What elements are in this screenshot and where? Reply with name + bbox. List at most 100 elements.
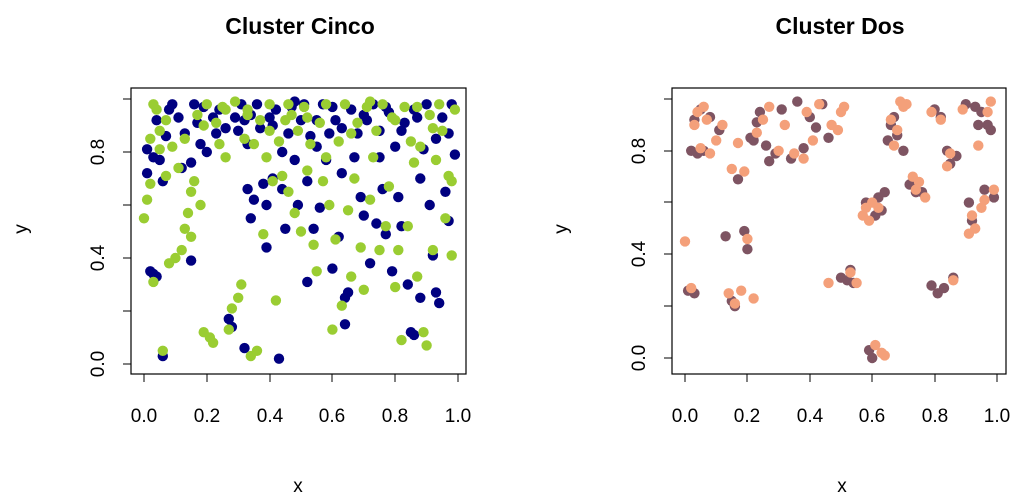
scatter-point [314, 117, 325, 128]
scatter-point [892, 124, 903, 136]
scatter-point [308, 239, 319, 250]
scatter-point [739, 166, 750, 177]
scatter-point [308, 223, 319, 234]
scatter-point [386, 266, 398, 277]
scatter-point [336, 123, 347, 134]
scatter-point [792, 96, 803, 107]
scatter-point [920, 192, 931, 203]
scatter-point [214, 138, 225, 150]
scatter-point [399, 117, 410, 128]
scatter-point [424, 199, 435, 211]
scatter-point [374, 244, 385, 256]
scatter-point [195, 138, 206, 150]
scatter-point [430, 133, 442, 144]
scatter-point [408, 157, 420, 168]
scatter-point [776, 104, 787, 115]
scatter-point [223, 313, 234, 325]
scatter-point [305, 130, 316, 142]
scatter-point [185, 231, 197, 242]
scatter-point [160, 115, 172, 126]
scatter-point [823, 277, 834, 289]
scatter-point [717, 119, 728, 131]
scatter-point [302, 165, 313, 176]
scatter-point [421, 340, 432, 351]
scatter-point [283, 99, 294, 110]
x-tick-label: 0.8 [922, 406, 948, 427]
scatter-point [810, 122, 822, 133]
scatter-point [258, 229, 269, 240]
points-layer [679, 96, 1000, 364]
scatter-point [173, 112, 184, 123]
scatter-point [207, 337, 219, 348]
x-tick-label: 0.2 [194, 406, 220, 427]
scatter-point [957, 104, 968, 115]
scatter-point [182, 207, 194, 219]
x-tick-label: 0.0 [672, 406, 698, 427]
scatter-point [261, 242, 272, 253]
scatter-point [412, 101, 423, 113]
scatter-point [189, 99, 200, 110]
x-tick-label: 0.4 [797, 406, 824, 427]
points-layer [138, 96, 461, 364]
scatter-point [368, 152, 379, 163]
scatter-point [371, 125, 382, 136]
scatter-point [289, 207, 300, 219]
scatter-point [154, 154, 165, 166]
scatter-point [141, 168, 153, 179]
scatter-point [695, 143, 706, 154]
scatter-point [415, 141, 426, 152]
scatter-point [446, 176, 457, 187]
scatter-point [390, 141, 401, 152]
scatter-point [364, 96, 376, 107]
scatter-point [412, 271, 423, 282]
scatter-point [239, 133, 250, 144]
scatter-point [863, 215, 875, 226]
scatter-point [440, 186, 451, 197]
y-tick-label: 0.8 [88, 139, 109, 165]
scatter-point [233, 125, 244, 136]
scatter-point [302, 276, 313, 288]
scatter-point [242, 109, 253, 121]
scatter-point [393, 244, 404, 256]
x-tick-label: 0.0 [131, 406, 157, 427]
scatter-point [913, 176, 925, 188]
panel-cluster-dos: Cluster Dos 0.0 0.2 0.4 0.6 0.8 1.0 x [551, 13, 1010, 497]
scatter-point [405, 136, 417, 147]
scatter-point [945, 148, 956, 159]
scatter-point [349, 173, 360, 184]
scatter-point [336, 168, 347, 179]
scatter-point [985, 96, 996, 107]
y-tick-label: 0.8 [629, 138, 650, 164]
scatter-point [176, 244, 187, 256]
scatter-point [742, 244, 753, 255]
scatter-point [898, 145, 909, 156]
x-tick-label: 0.2 [734, 406, 760, 427]
scatter-point [711, 135, 722, 146]
scatter-point [239, 342, 250, 354]
scatter-point [189, 176, 200, 187]
scatter-point [427, 244, 439, 256]
scatter-point [201, 99, 212, 110]
x-axis: 0.0 0.2 0.4 0.6 0.8 1.0 x [131, 373, 471, 497]
scatter-point [330, 234, 341, 245]
scatter-point [798, 153, 809, 164]
scatter-point [251, 345, 263, 356]
scatter-point [220, 123, 231, 134]
scatter-point [901, 99, 912, 110]
scatter-point [739, 225, 750, 237]
scatter-point [751, 127, 762, 138]
scatter-point [261, 199, 272, 211]
scatter-point [973, 140, 984, 151]
scatter-point [380, 221, 391, 232]
scatter-point [832, 124, 844, 136]
scatter-point [277, 170, 288, 182]
scatter-point [327, 324, 338, 335]
scatter-point [757, 114, 769, 125]
scatter-point [195, 199, 206, 211]
scatter-point [679, 236, 691, 247]
scatter-point [736, 285, 747, 296]
scatter-point [324, 199, 335, 211]
y-tick-label: 0.4 [629, 240, 650, 267]
scatter-point [402, 279, 413, 290]
scatter-point [430, 287, 442, 298]
